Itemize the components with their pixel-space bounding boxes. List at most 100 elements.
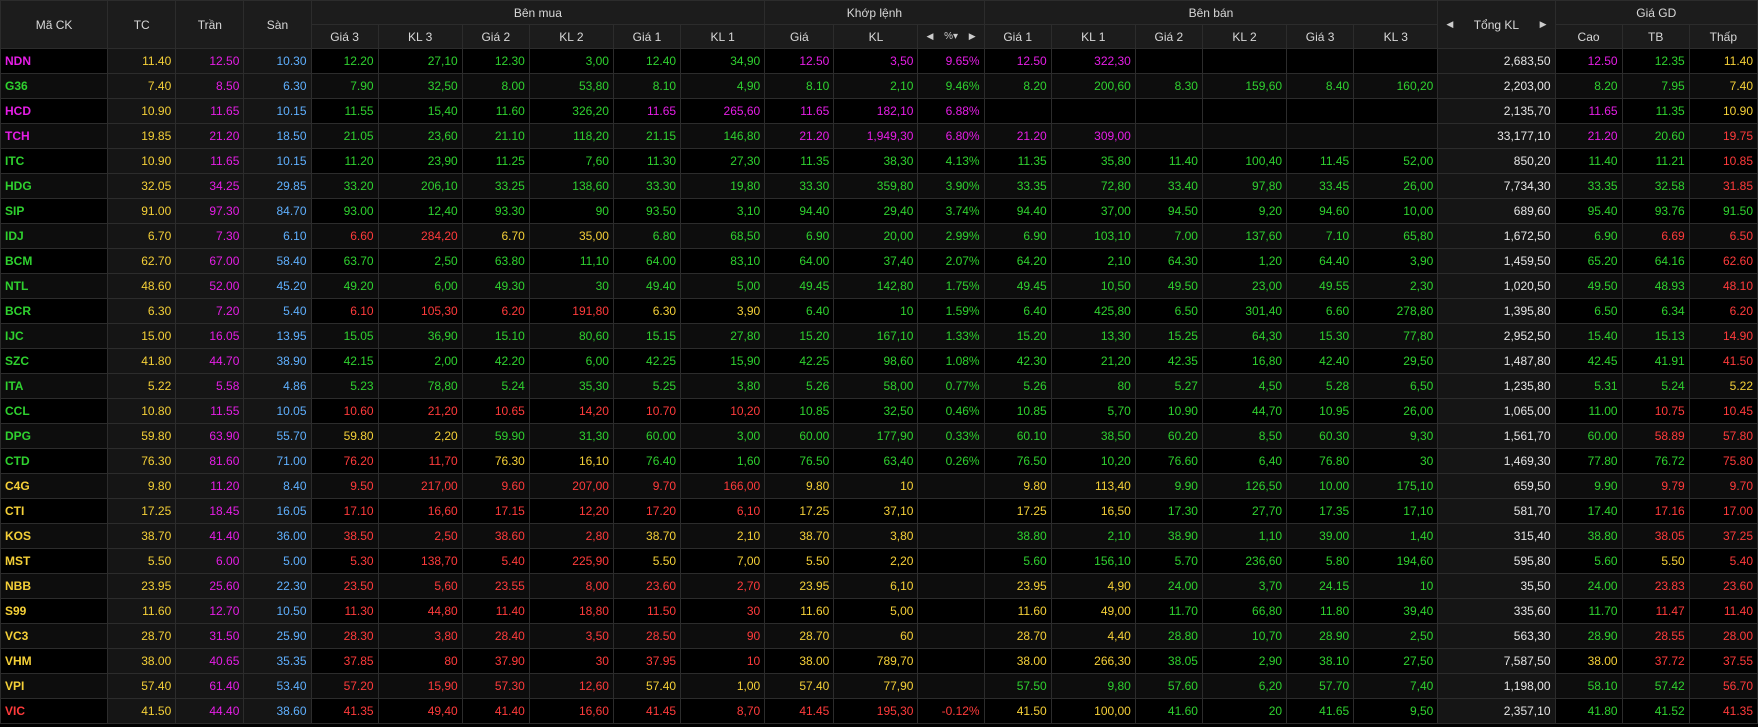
match-percent <box>917 473 985 499</box>
symbol-cell[interactable]: MST <box>0 548 109 574</box>
table-row[interactable]: NDN 11.40 12.50 10.30 12.20 27,10 12.30 3,00 12.… <box>0 48 1758 74</box>
col-sell-4[interactable]: Giá 3 <box>1286 24 1355 49</box>
table-row[interactable]: CTD 76.30 81.60 71.00 76.20 11,70 76.30 16,10 76… <box>0 448 1758 474</box>
table-row[interactable]: BCM 62.70 67.00 58.40 63.70 2,50 63.80 11,10 64.… <box>0 248 1758 274</box>
sell-vol-2: 97,80 <box>1201 173 1288 199</box>
symbol-cell[interactable]: S99 <box>0 598 109 624</box>
sort-percent-icon[interactable]: %▾ <box>944 31 958 42</box>
table-row[interactable]: NBB 23.95 25.60 22.30 23.50 5,60 23.55 8,00 23.6… <box>0 573 1758 599</box>
col-price-0[interactable]: Cao <box>1554 24 1623 49</box>
table-row[interactable]: ITA 5.22 5.58 4.86 5.23 78,80 5.24 35,30 5.25 3,8… <box>0 373 1758 399</box>
table-row[interactable]: CCL 10.80 11.55 10.05 10.60 21,20 10.65 14,20 10… <box>0 398 1758 424</box>
symbol-cell[interactable]: VIC <box>0 698 109 724</box>
symbol-cell[interactable]: C4G <box>0 473 109 499</box>
symbol-cell[interactable]: CTD <box>0 448 109 474</box>
col-price-2[interactable]: Thấp <box>1688 24 1758 49</box>
table-row[interactable]: VIC 41.50 44.40 38.60 41.35 49,40 41.40 16,60 41… <box>0 698 1758 724</box>
table-row[interactable]: CTI 17.25 18.45 16.05 17.10 16,60 17.15 12,20 17… <box>0 498 1758 524</box>
symbol-cell[interactable]: TCH <box>0 123 109 149</box>
table-row[interactable]: MST 5.50 6.00 5.00 5.30 138,70 5.40 225,90 5.50 7… <box>0 548 1758 574</box>
table-row[interactable]: SZC 41.80 44.70 38.90 42.15 2,00 42.20 6,00 42.2… <box>0 348 1758 374</box>
col-match-0[interactable]: Giá <box>764 24 835 49</box>
table-row[interactable]: TCH 19.85 21.20 18.50 21.05 23,60 21.10 118,20 2… <box>0 123 1758 149</box>
col-ref[interactable]: TC <box>107 0 177 49</box>
table-row[interactable]: C4G 9.80 11.20 8.40 9.50 217,00 9.60 207,00 9.70… <box>0 473 1758 499</box>
col-sell-2[interactable]: Giá 2 <box>1134 24 1203 49</box>
symbol-cell[interactable]: KOS <box>0 523 109 549</box>
col-sell-5[interactable]: KL 3 <box>1353 24 1439 49</box>
table-row[interactable]: HCD 10.90 11.65 10.15 11.55 15,40 11.60 326,20 1… <box>0 98 1758 124</box>
total-volume-label[interactable]: Tổng KL <box>1473 17 1520 32</box>
symbol-cell[interactable]: DPG <box>0 423 109 449</box>
col-sell-1[interactable]: KL 1 <box>1050 24 1136 49</box>
table-row[interactable]: NTL 48.60 52.00 45.20 49.20 6,00 49.30 30 49.40 5… <box>0 273 1758 299</box>
arrow-left-icon[interactable]: ◀ <box>926 31 934 41</box>
symbol-cell[interactable]: IJC <box>0 323 109 349</box>
table-row[interactable]: VC3 28.70 31.50 25.90 28.30 3,80 28.40 3,50 28.5… <box>0 623 1758 649</box>
symbol-cell[interactable]: BCM <box>0 248 109 274</box>
symbol-cell[interactable]: HDG <box>0 173 109 199</box>
table-row[interactable]: KOS 38.70 41.40 36.00 38.50 2,50 38.60 2,80 38.7… <box>0 523 1758 549</box>
avg-price: 28.55 <box>1621 623 1690 649</box>
sell-price-1: 11.35 <box>983 148 1052 174</box>
table-row[interactable]: S99 11.60 12.70 10.50 11.30 44,80 11.40 18,80 11… <box>0 598 1758 624</box>
symbol-cell[interactable]: VHM <box>0 648 109 674</box>
arrow-left-icon[interactable]: ◀ <box>1446 19 1454 29</box>
buy-price-3: 9.50 <box>310 473 379 499</box>
col-ceil[interactable]: Trần <box>175 0 245 49</box>
table-row[interactable]: G36 7.40 8.50 6.30 7.90 32,50 8.00 53,80 8.10 4,9… <box>0 73 1758 99</box>
ref-price-cell: 59.80 <box>107 423 177 449</box>
match-price: 6.90 <box>764 223 835 249</box>
symbol-cell[interactable]: SIP <box>0 198 109 224</box>
symbol-cell[interactable]: CTI <box>0 498 109 524</box>
symbol-cell[interactable]: IDJ <box>0 223 109 249</box>
symbol-cell[interactable]: HCD <box>0 98 109 124</box>
symbol-cell[interactable]: CCL <box>0 398 109 424</box>
sell-price-1: 6.40 <box>983 298 1052 324</box>
col-buy-3[interactable]: KL 2 <box>528 24 614 49</box>
buy-vol-1: 1,60 <box>680 448 766 474</box>
col-total-volume: ◀ Tổng KL ▶ <box>1437 0 1556 49</box>
col-match-1[interactable]: KL <box>833 24 919 49</box>
table-row[interactable]: DPG 59.80 63.90 55.70 59.80 2,20 59.90 31,30 60.… <box>0 423 1758 449</box>
col-buy-5[interactable]: KL 1 <box>680 24 766 49</box>
col-price-1[interactable]: TB <box>1621 24 1690 49</box>
symbol-cell[interactable]: NDN <box>0 48 109 74</box>
col-buy-2[interactable]: Giá 2 <box>461 24 530 49</box>
symbol-cell[interactable]: SZC <box>0 348 109 374</box>
col-match-percent[interactable]: ◀ %▾ ▶ <box>917 24 985 49</box>
sell-vol-1: 13,30 <box>1050 323 1136 349</box>
symbol-cell[interactable]: G36 <box>0 73 109 99</box>
sell-vol-2: 16,80 <box>1201 348 1288 374</box>
table-row[interactable]: HDG 32.05 34.25 29.85 33.20 206,10 33.25 138,60… <box>0 173 1758 199</box>
total-volume: 2,683,50 <box>1437 48 1556 74</box>
table-row[interactable]: ITC 10.90 11.65 10.15 11.20 23,90 11.25 7,60 11.… <box>0 148 1758 174</box>
symbol-cell[interactable]: BCR <box>0 298 109 324</box>
table-row[interactable]: VPI 57.40 61.40 53.40 57.20 15,90 57.30 12,60 57… <box>0 673 1758 699</box>
match-percent <box>917 598 985 624</box>
col-symbol[interactable]: Mã CK <box>0 0 109 49</box>
col-sell-0[interactable]: Giá 1 <box>983 24 1052 49</box>
col-buy-0[interactable]: Giá 3 <box>310 24 379 49</box>
arrow-right-icon[interactable]: ▶ <box>1539 19 1547 29</box>
buy-vol-1: 83,10 <box>680 248 766 274</box>
match-price: 11.60 <box>764 598 835 624</box>
high-price: 17.40 <box>1554 498 1623 524</box>
symbol-cell[interactable]: VPI <box>0 673 109 699</box>
col-sell-3[interactable]: KL 2 <box>1201 24 1288 49</box>
table-row[interactable]: IDJ 6.70 7.30 6.10 6.60 284,20 6.70 35,00 6.80 68… <box>0 223 1758 249</box>
symbol-cell[interactable]: ITA <box>0 373 109 399</box>
col-floor[interactable]: Sàn <box>243 0 312 49</box>
table-row[interactable]: BCR 6.30 7.20 5.40 6.10 105,30 6.20 191,80 6.30 3… <box>0 298 1758 324</box>
symbol-cell[interactable]: VC3 <box>0 623 109 649</box>
sell-price-2: 38.05 <box>1134 648 1203 674</box>
symbol-cell[interactable]: NBB <box>0 573 109 599</box>
table-row[interactable]: VHM 38.00 40.65 35.35 37.85 80 37.90 30 37.95 10 3… <box>0 648 1758 674</box>
arrow-right-icon[interactable]: ▶ <box>968 31 976 41</box>
symbol-cell[interactable]: NTL <box>0 273 109 299</box>
table-row[interactable]: IJC 15.00 16.05 13.95 15.05 36,90 15.10 80,60 15… <box>0 323 1758 349</box>
col-buy-4[interactable]: Giá 1 <box>612 24 682 49</box>
symbol-cell[interactable]: ITC <box>0 148 109 174</box>
table-row[interactable]: SIP 91.00 97.30 84.70 93.00 12,40 93.30 90 93.50… <box>0 198 1758 224</box>
col-buy-1[interactable]: KL 3 <box>377 24 463 49</box>
